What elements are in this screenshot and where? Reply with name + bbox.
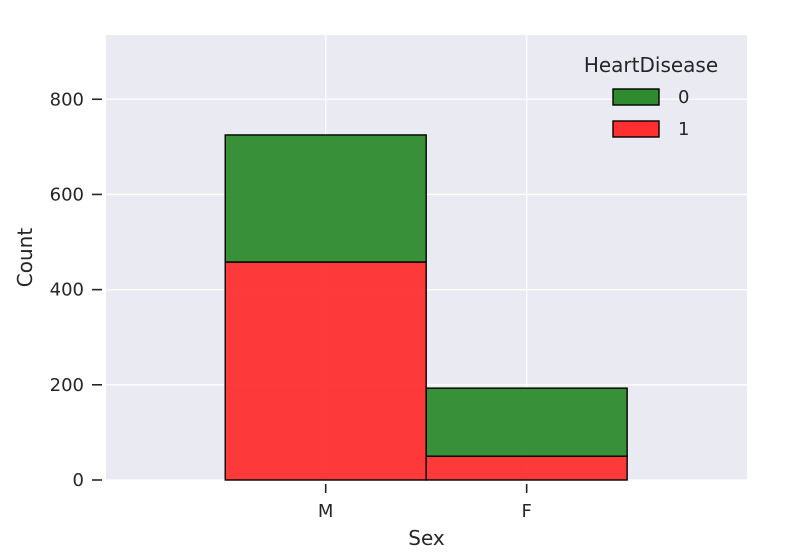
y-tick-label: 200 [50,375,84,396]
y-tick-label: 600 [50,184,84,205]
y-tick-label: 0 [73,470,84,491]
y-tick-label: 400 [50,280,84,301]
bar-M-series-0 [224,134,427,263]
legend-title: HeartDisease [584,53,718,77]
bar-F-series-1 [425,455,628,481]
legend-label-0: 0 [678,87,689,108]
x-tick-label: F [521,501,531,522]
x-tick-label: M [318,501,334,522]
y-tick-label: 800 [50,89,84,110]
bar-M-series-1 [224,261,427,481]
x-axis-label: Sex [408,526,445,549]
legend-swatch-0 [612,88,660,106]
legend-label-1: 1 [678,119,689,140]
bar-F-series-0 [425,387,628,457]
legend-swatch-1 [612,120,660,138]
y-axis-label: Count [13,228,37,288]
